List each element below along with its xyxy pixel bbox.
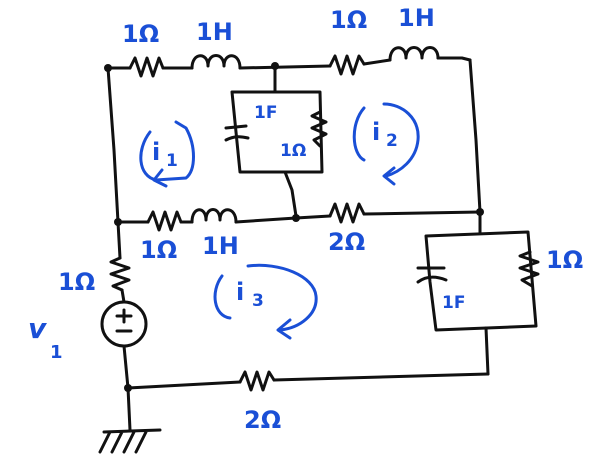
wire-middle-right — [362, 210, 482, 216]
label-source-subscript: 1 — [50, 342, 63, 363]
source-polarity — [115, 308, 133, 333]
wire-center-bottom — [283, 170, 298, 218]
inductor-top-left — [190, 54, 242, 70]
right-capacitor — [416, 266, 448, 284]
label-bottom-resistor: 2Ω — [244, 406, 281, 434]
wire-top-center — [238, 64, 332, 70]
wire-left-lower — [116, 220, 122, 260]
label-mid-left-inductor: 1H — [202, 232, 239, 260]
mesh-sub-i1: 1 — [166, 151, 178, 171]
resistor-top-right — [328, 54, 366, 76]
label-mid-left-resistor: 1Ω — [140, 236, 177, 264]
wire-to-source — [120, 288, 126, 304]
label-mid-right-resistor: 2Ω — [328, 228, 365, 256]
mesh-arrowhead-i3 — [276, 318, 292, 340]
node-middle-center — [292, 214, 300, 222]
label-source-name: v — [28, 312, 47, 345]
mesh-label-i3: i — [236, 278, 244, 306]
resistor-top-left — [128, 56, 165, 78]
resistor-middle-left — [146, 210, 183, 232]
node-top-left — [104, 64, 112, 72]
center-rc-block — [230, 90, 324, 174]
wire-ground — [126, 386, 132, 432]
label-top-right-resistor: 1Ω — [330, 6, 367, 34]
inductor-top-right — [388, 46, 440, 62]
wire-left-upper — [106, 66, 120, 224]
resistor-source — [109, 256, 131, 292]
node-middle-right — [476, 208, 484, 216]
label-center-resistor: 1Ω — [280, 141, 306, 161]
resistor-bottom — [238, 370, 276, 392]
node-top-center — [271, 62, 279, 70]
mesh-label-i1: i — [152, 138, 160, 166]
wire-top-right-3 — [436, 56, 472, 62]
wire-middle-center — [234, 214, 332, 224]
wire-top-right-2 — [362, 58, 392, 66]
center-resistor — [310, 110, 328, 148]
label-top-left-resistor: 1Ω — [122, 20, 159, 48]
label-center-capacitor: 1F — [254, 103, 277, 123]
wire-right-upper — [468, 58, 482, 214]
mesh-arrow-i3 — [213, 263, 318, 332]
mesh-label-i2: i — [372, 118, 380, 146]
wire-right-lower — [484, 326, 490, 376]
mesh-sub-i2: 2 — [386, 131, 398, 151]
label-top-right-inductor: 1H — [398, 4, 435, 32]
mesh-arrowhead-i1 — [152, 168, 168, 188]
wire-bottom-right — [272, 372, 490, 382]
wire-bottom-left — [126, 380, 242, 390]
wire-source-to-ground — [122, 344, 130, 390]
ground-symbol — [98, 428, 162, 454]
mesh-sub-i3: 3 — [252, 291, 264, 311]
right-resistor — [518, 250, 540, 288]
label-right-capacitor: 1F — [442, 293, 465, 313]
right-rc-block — [424, 230, 538, 332]
label-source-resistor: 1Ω — [58, 268, 95, 296]
node-middle-left — [114, 218, 122, 226]
mesh-arrowhead-i2 — [382, 166, 396, 186]
label-right-resistor: 1Ω — [546, 246, 583, 274]
mesh-arrow-i1 — [139, 120, 195, 182]
center-capacitor — [224, 124, 250, 142]
resistor-middle-right — [328, 202, 366, 224]
mesh-arrow-i2 — [352, 102, 420, 178]
node-bottom-left — [124, 384, 132, 392]
label-top-left-inductor: 1H — [196, 18, 233, 46]
inductor-middle-left — [190, 208, 238, 224]
